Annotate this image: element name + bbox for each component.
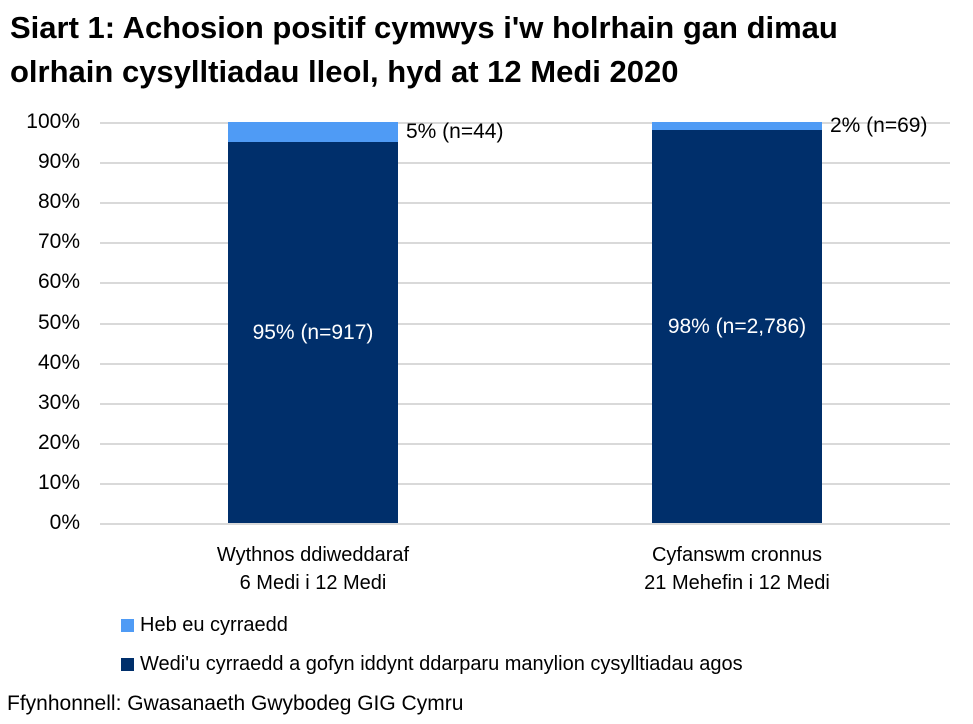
legend-item-heb-eu-cyrraedd: Heb eu cyrraedd	[121, 612, 743, 639]
y-tick-label: 0%	[49, 511, 80, 534]
y-tick-label: 10%	[37, 471, 80, 494]
plot-area: 100% 90% 80% 70% 60% 50% 40% 30% 20% 10% 0% 95% (n…	[26, 110, 950, 594]
data-label-inside-bar: 98% (n=2,786)	[667, 314, 807, 338]
legend-swatch-navy-icon	[121, 658, 134, 671]
legend-label: Wedi'u cyrraedd a gofyn iddynt ddarparu …	[140, 653, 743, 675]
bar-cyfanswm-cronnus: 98% (n=2,786)	[652, 122, 822, 523]
data-label-outside-bar: 2% (n=69)	[830, 114, 928, 137]
y-tick-label: 70%	[37, 230, 80, 253]
data-label-inside-bar: 95% (n=917)	[252, 320, 374, 344]
chart-title-line2: olrhain cysylltiadau lleol, hyd at 12 Me…	[10, 54, 679, 89]
bar-wythnos-ddiweddaraf: 95% (n=917)	[228, 122, 398, 523]
bar-segment-heb-eu-cyrraedd	[652, 122, 822, 131]
y-tick-label: 50%	[37, 311, 80, 334]
x-axis-label-line1: Cyfanswm cronnus	[651, 544, 823, 566]
gridline	[100, 443, 950, 445]
bar-segment-wedi-cyrraedd: 98% (n=2,786)	[652, 130, 822, 523]
x-axis-label-cyfanswm-cronnus: Cyfanswm cronnus 21 Mehefin i 12 Medi	[567, 541, 907, 597]
gridline	[100, 403, 950, 405]
gridline	[100, 323, 950, 325]
x-axis-label-line2: 21 Mehefin i 12 Medi	[644, 572, 830, 594]
y-tick-label: 90%	[37, 150, 80, 173]
gridline	[100, 242, 950, 244]
y-tick-label: 30%	[37, 391, 80, 414]
gridline	[100, 282, 950, 284]
x-axis-label-line1: Wythnos ddiweddaraf	[216, 544, 410, 566]
bar-segment-wedi-cyrraedd: 95% (n=917)	[228, 142, 398, 523]
x-axis-label-line2: 6 Medi i 12 Medi	[239, 572, 387, 594]
y-tick-label: 100%	[26, 110, 80, 133]
y-tick-label: 80%	[37, 190, 80, 213]
legend: Heb eu cyrraedd Wedi'u cyrraedd a gofyn …	[121, 612, 743, 690]
gridline	[100, 523, 950, 525]
legend-label: Heb eu cyrraedd	[140, 614, 288, 636]
gridline	[100, 202, 950, 204]
gridline	[100, 122, 950, 124]
gridline	[100, 483, 950, 485]
bar-segment-heb-eu-cyrraedd	[228, 122, 398, 143]
data-label-outside-bar: 5% (n=44)	[406, 120, 504, 143]
y-tick-label: 20%	[37, 431, 80, 454]
legend-item-wedi-cyrraedd: Wedi'u cyrraedd a gofyn iddynt ddarparu …	[121, 651, 743, 678]
gridline	[100, 363, 950, 365]
y-tick-label: 60%	[37, 270, 80, 293]
y-tick-label: 40%	[37, 351, 80, 374]
gridline	[100, 162, 950, 164]
source-note: Ffynhonnell: Gwasanaeth Gwybodeg GIG Cym…	[7, 692, 464, 715]
legend-swatch-blue-icon	[121, 619, 134, 632]
x-axis-label-wythnos-ddiweddaraf: Wythnos ddiweddaraf 6 Medi i 12 Medi	[143, 541, 483, 597]
chart-title-line1: Siart 1: Achosion positif cymwys i'w hol…	[10, 10, 838, 45]
chart-title: Siart 1: Achosion positif cymwys i'w hol…	[10, 6, 965, 94]
